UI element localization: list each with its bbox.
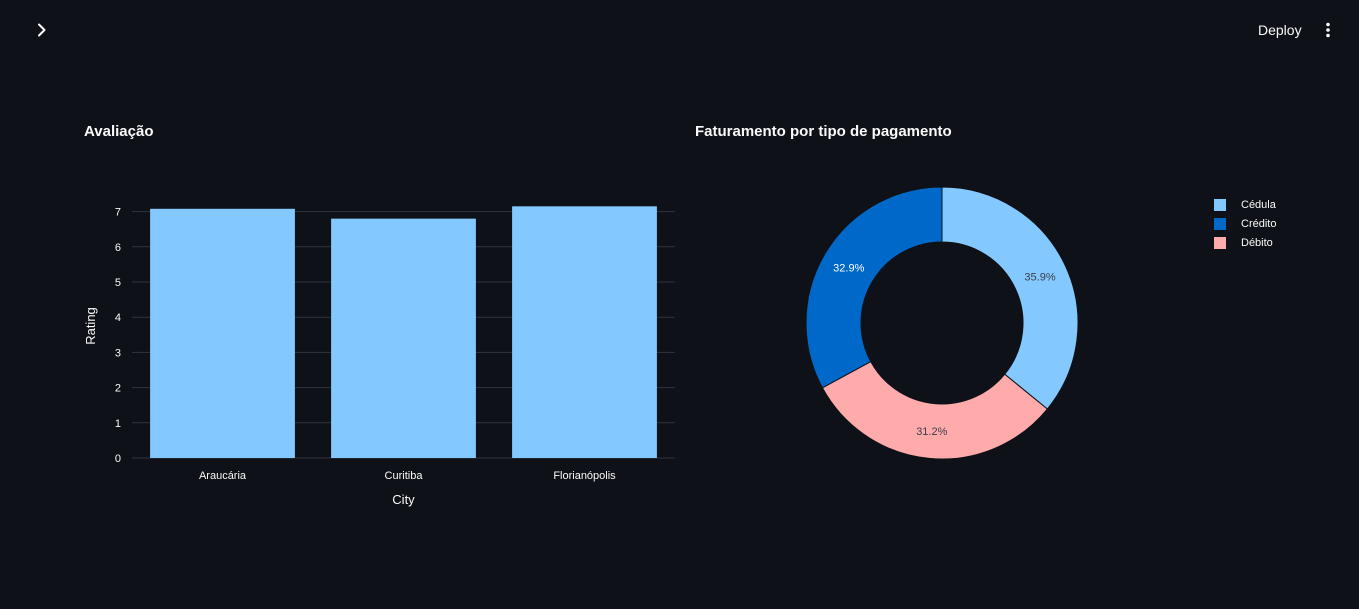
payment-donut-chart: 35.9% 31.2% 32.9% (805, 186, 1079, 460)
slice-percent-label: 31.2% (916, 426, 947, 438)
legend-swatch (1214, 236, 1226, 249)
y-tick-label: 5 (115, 277, 121, 289)
bar-chart-title: Avaliação (84, 123, 154, 140)
legend-item[interactable]: Cédula (1214, 195, 1276, 214)
legend-label: Débito (1241, 236, 1273, 249)
chevron-right-icon (38, 23, 46, 37)
donut-slice (805, 186, 943, 389)
y-tick-label: 4 (115, 312, 121, 324)
y-tick-label: 0 (115, 453, 121, 465)
y-tick-label: 2 (115, 383, 121, 395)
main-menu-button[interactable] (1316, 16, 1340, 44)
pie-chart-title: Faturamento por tipo de pagamento (695, 123, 952, 140)
legend-swatch (1214, 217, 1226, 230)
y-axis-label: Rating (83, 307, 98, 345)
pie-legend: Cédula Crédito Débito (1214, 195, 1276, 252)
kebab-menu-icon (1326, 22, 1330, 38)
slice-percent-label: 32.9% (833, 262, 864, 274)
x-tick-label: Araucária (199, 470, 247, 482)
legend-swatch (1214, 198, 1226, 211)
legend-label: Cédula (1241, 198, 1276, 211)
sidebar-toggle-button[interactable] (28, 16, 56, 44)
y-tick-label: 1 (115, 418, 121, 430)
rating-bar-chart: 0 1 2 3 4 5 6 7 Araucária Curitiba Florianópolis Ci… (83, 206, 675, 507)
x-tick-label: Florianópolis (553, 470, 616, 482)
y-tick-label: 7 (115, 207, 121, 219)
y-tick-label: 3 (115, 347, 121, 359)
legend-label: Crédito (1241, 217, 1277, 230)
bar (150, 208, 295, 458)
donut-slice (941, 186, 1079, 410)
bar (512, 206, 657, 458)
y-tick-label: 6 (115, 242, 121, 254)
deploy-button[interactable]: Deploy (1258, 22, 1302, 38)
legend-item[interactable]: Débito (1214, 233, 1276, 252)
donut-slice (821, 360, 1049, 460)
slice-percent-label: 35.9% (1024, 271, 1055, 283)
bar (331, 218, 476, 458)
legend-item[interactable]: Crédito (1214, 214, 1276, 233)
x-tick-label: Curitiba (385, 470, 424, 482)
x-axis-label: City (392, 492, 415, 507)
top-bar: Deploy (0, 0, 1359, 60)
